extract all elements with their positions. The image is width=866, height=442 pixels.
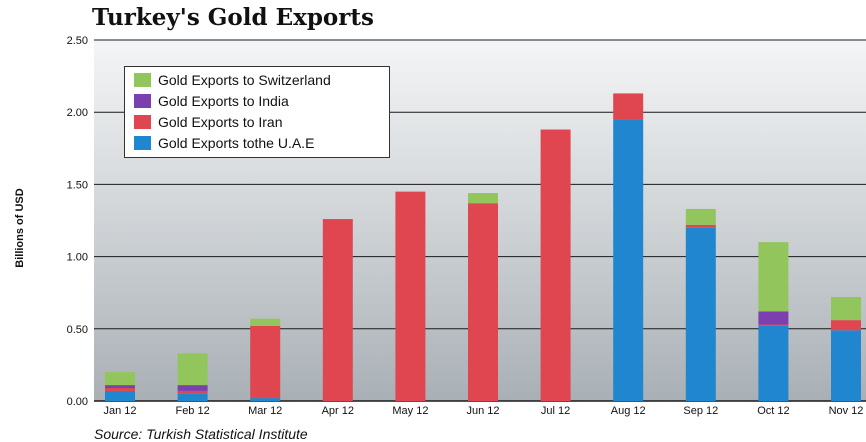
y-tick-label: 1.00 xyxy=(67,252,88,264)
legend-label: Gold Exports to Switzerland xyxy=(158,71,331,88)
bar-segment xyxy=(177,390,208,394)
bar-segment xyxy=(322,219,353,401)
legend-item: Gold Exports tothe U.A.E xyxy=(134,132,383,153)
x-tick-label: Aug 12 xyxy=(611,405,646,417)
bar-segment xyxy=(685,224,716,228)
x-tick-label: Jan 12 xyxy=(103,405,136,417)
x-tick-label: May 12 xyxy=(392,405,428,417)
bar-segment xyxy=(831,297,861,321)
legend-swatch xyxy=(134,135,151,150)
x-tick-label: Apr 12 xyxy=(322,405,354,417)
bar-segment xyxy=(105,390,135,401)
legend-swatch xyxy=(134,93,151,108)
bar-segment xyxy=(177,353,208,386)
x-tick-label: Mar 12 xyxy=(248,405,282,417)
bar-segment xyxy=(105,388,135,391)
x-tick-label: Sep 12 xyxy=(683,405,718,417)
bar-segment xyxy=(468,193,498,204)
bar-segment xyxy=(685,227,716,401)
x-tick-label: Nov 12 xyxy=(829,405,864,417)
y-tick-label: 0.00 xyxy=(67,396,88,408)
bar-segment xyxy=(758,324,789,326)
y-tick-label: 2.50 xyxy=(67,35,88,47)
bar-segment xyxy=(831,330,861,401)
bar-segment xyxy=(395,191,426,401)
chart-title: Turkey's Gold Exports xyxy=(92,4,374,31)
bar-segment xyxy=(540,129,571,401)
legend-item: Gold Exports to India xyxy=(134,90,383,111)
legend-item: Gold Exports to Switzerland xyxy=(134,69,383,90)
legend-label: Gold Exports tothe U.A.E xyxy=(158,134,315,151)
bar-segment xyxy=(177,385,208,391)
bar-segment xyxy=(758,325,789,401)
bar-segment xyxy=(250,398,281,401)
legend-label: Gold Exports to Iran xyxy=(158,113,283,130)
x-tick-label: Jul 12 xyxy=(541,405,570,417)
bar-segment xyxy=(468,203,498,401)
chart-legend: Gold Exports to Switzerland Gold Exports … xyxy=(124,66,390,158)
x-tick-label: Jun 12 xyxy=(466,405,499,417)
y-tick-label: 1.50 xyxy=(67,179,88,191)
bar-segment xyxy=(177,393,208,401)
bar-segment xyxy=(105,372,135,386)
bar-segment xyxy=(250,318,281,326)
bar-segment xyxy=(613,93,644,120)
bar-segment xyxy=(685,208,716,225)
legend-label: Gold Exports to India xyxy=(158,92,289,109)
bar-segment xyxy=(758,242,789,312)
legend-swatch xyxy=(134,72,151,87)
bar-segment xyxy=(105,385,135,389)
bar-segment xyxy=(613,119,644,402)
y-tick-label: 0.50 xyxy=(67,324,88,336)
legend-item: Gold Exports to Iran xyxy=(134,111,383,132)
y-tick-label: 2.00 xyxy=(67,107,88,119)
x-tick-label: Feb 12 xyxy=(175,405,209,417)
source-note: Source: Turkish Statistical Institute xyxy=(94,426,308,442)
bar-segment xyxy=(758,311,789,325)
legend-swatch xyxy=(134,114,151,129)
bar-segment xyxy=(250,325,281,399)
bar-segment xyxy=(831,320,861,331)
x-tick-label: Oct 12 xyxy=(757,405,789,417)
